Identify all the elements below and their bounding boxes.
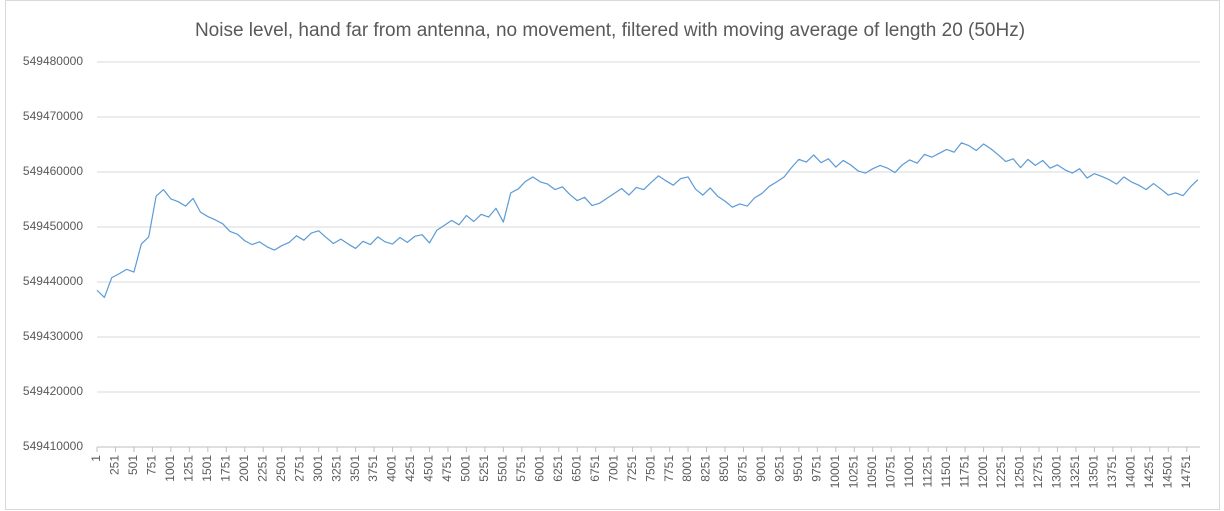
x-tick-label: 6001 <box>532 455 546 482</box>
x-tick-label: 9501 <box>791 455 805 482</box>
x-tick-label: 12501 <box>1013 455 1027 489</box>
y-tick-label: 549420000 <box>23 384 83 398</box>
x-tick-label: 3251 <box>329 455 343 482</box>
x-tick-label: 6501 <box>569 455 583 482</box>
x-tick-label: 14001 <box>1124 455 1138 489</box>
x-tick-label: 3001 <box>311 455 325 482</box>
x-tick-label: 4251 <box>403 455 417 482</box>
chart-border <box>5 0 1220 510</box>
x-tick-label: 12001 <box>976 455 990 489</box>
x-tick-label: 9001 <box>754 455 768 482</box>
y-tick-label: 549410000 <box>23 439 83 453</box>
x-tick-label: 2251 <box>255 455 269 482</box>
x-tick-label: 13501 <box>1087 455 1101 489</box>
x-tick-label: 6751 <box>588 455 602 482</box>
x-tick-label: 13001 <box>1050 455 1064 489</box>
x-tick-label: 5251 <box>477 455 491 482</box>
x-tick-label: 7251 <box>625 455 639 482</box>
y-tick-label: 549440000 <box>23 274 83 288</box>
x-tick-label: 5501 <box>496 455 510 482</box>
x-tick-label: 9751 <box>810 455 824 482</box>
x-tick-label: 11251 <box>920 455 934 488</box>
x-tick-label: 7501 <box>643 455 657 482</box>
chart-title: Noise level, hand far from antenna, no m… <box>195 20 1025 41</box>
x-tick-label: 4001 <box>385 455 399 482</box>
x-tick-label: 10001 <box>828 455 842 489</box>
x-tick-label: 2751 <box>292 455 306 482</box>
x-tick-label: 11001 <box>902 455 916 488</box>
y-tick-label: 549470000 <box>23 109 83 123</box>
x-tick-label: 10501 <box>865 455 879 489</box>
x-tick-label: 501 <box>126 455 140 475</box>
x-tick-label: 9251 <box>773 455 787 482</box>
data-line <box>96 142 1199 298</box>
x-tick-label: 12751 <box>1031 455 1045 489</box>
x-tick-label: 3501 <box>348 455 362 482</box>
x-tick-label: 14501 <box>1160 455 1174 489</box>
x-tick-label: 8251 <box>699 455 713 482</box>
x-tick-label: 8751 <box>736 455 750 482</box>
x-tick-label: 7751 <box>662 455 676 482</box>
x-tick-label: 12251 <box>994 455 1008 489</box>
x-tick-label: 1501 <box>200 455 214 482</box>
x-tick-label: 251 <box>108 455 122 475</box>
x-tick-label: 11501 <box>939 455 953 488</box>
x-tick-label: 1751 <box>218 455 232 482</box>
x-tick-label: 2501 <box>274 455 288 482</box>
x-tick-label: 6251 <box>551 455 565 482</box>
x-tick-label: 14251 <box>1142 455 1156 489</box>
x-tick-label: 14751 <box>1179 455 1193 489</box>
y-tick-label: 549450000 <box>23 219 83 233</box>
x-tick-label: 10751 <box>883 455 897 489</box>
x-tick-label: 3751 <box>366 455 380 482</box>
x-tick-label: 8001 <box>680 455 694 482</box>
x-tick-label: 10251 <box>846 455 860 489</box>
x-tick-label: 751 <box>145 455 159 475</box>
x-tick-label: 13751 <box>1105 455 1119 489</box>
x-tick-label: 4501 <box>422 455 436 482</box>
x-tick-label: 11751 <box>957 455 971 488</box>
x-tick-label: 1001 <box>163 455 177 482</box>
x-tick-label: 7001 <box>606 455 620 482</box>
y-tick-label: 549460000 <box>23 164 83 178</box>
x-tick-label: 8501 <box>717 455 731 482</box>
x-tick-label: 4751 <box>440 455 454 482</box>
x-tick-label: 2001 <box>237 455 251 482</box>
x-tick-label: 5751 <box>514 455 528 482</box>
x-tick-label: 1 <box>89 455 103 462</box>
y-tick-label: 549430000 <box>23 329 83 343</box>
x-tick-label: 1251 <box>182 455 196 482</box>
x-tick-label: 13251 <box>1068 455 1082 489</box>
y-tick-label: 549480000 <box>23 54 83 68</box>
x-tick-label: 5001 <box>459 455 473 482</box>
